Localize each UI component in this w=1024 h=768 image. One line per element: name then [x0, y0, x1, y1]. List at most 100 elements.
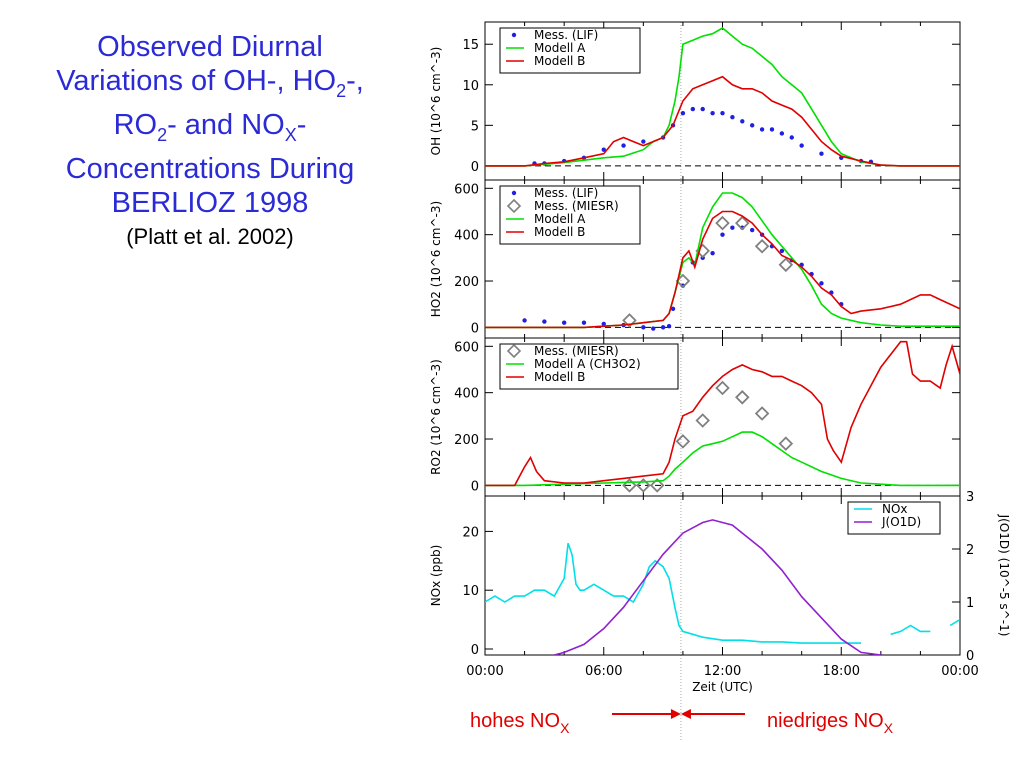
legend-box: [499, 27, 641, 74]
series-line: [485, 75, 960, 167]
legend-label: Mess. (LIF): [534, 186, 598, 200]
y-tick-label: 10: [462, 584, 479, 599]
data-point: [601, 321, 606, 327]
y-axis-label: OH (10^6 cm^-3): [429, 47, 443, 156]
legend-label: Modell B: [534, 54, 585, 68]
data-point: [581, 320, 587, 325]
title-line-2: Variations of OH-, HO2-,: [10, 64, 410, 108]
data-point: [710, 110, 715, 116]
data-point: [641, 139, 646, 144]
x-tick-label: 12:00: [704, 664, 741, 679]
annotation-right: niedriges NOX: [767, 710, 894, 736]
y-tick-label: 600: [454, 182, 479, 197]
data-point-diamond: [715, 380, 730, 396]
title-line-2-b: -,: [346, 65, 364, 97]
title-line-1: Observed Diurnal: [97, 31, 323, 63]
series-group: [485, 27, 960, 167]
data-point: [759, 127, 765, 132]
legend-label: Modell A: [534, 41, 586, 55]
x-axis-label: Zeit (UTC): [692, 680, 753, 694]
data-point: [789, 135, 794, 140]
data-point: [670, 306, 676, 312]
series-line: [485, 340, 960, 487]
data-point: [561, 320, 567, 325]
title-block: Observed Diurnal Variations of OH-, HO2-…: [10, 30, 410, 252]
y2-tick-label: 1: [966, 596, 974, 611]
legend-label: NOx: [882, 502, 908, 516]
y-tick-label: 20: [462, 525, 479, 540]
legend-label: Mess. (MIESR): [534, 344, 619, 358]
data-point-diamond: [622, 313, 637, 328]
data-point-diamond: [622, 478, 637, 493]
x-tick-label: 00:00: [466, 664, 503, 679]
data-point: [720, 110, 725, 116]
y-tick-label: 600: [454, 340, 479, 355]
y2-tick-label: 2: [966, 543, 974, 558]
y-axis-label: HO2 (10^6 cm^-3): [429, 201, 443, 317]
data-point: [740, 119, 745, 124]
series-line: [485, 27, 960, 167]
title-line-3-a: RO: [113, 108, 158, 141]
data-point-diamond: [675, 434, 691, 449]
series-line: [485, 431, 960, 487]
data-point: [730, 225, 735, 230]
legend-swatch: [506, 343, 522, 359]
data-point-diamond: [754, 238, 770, 254]
data-point: [710, 251, 715, 256]
data-point: [641, 325, 646, 330]
title-line-2-a: Variations of OH-, HO: [56, 65, 337, 97]
y-tick-label: 200: [454, 275, 479, 290]
data-point-diamond: [649, 478, 665, 493]
annotation-group: hohes NOX niedriges NOX: [470, 709, 894, 736]
data-point: [651, 326, 656, 331]
title-line-3-sub2: X: [284, 124, 297, 145]
data-point: [799, 143, 804, 148]
legend-label: Mess. (LIF): [534, 28, 598, 42]
data-point: [720, 232, 725, 237]
data-point: [666, 324, 672, 329]
data-point-diamond: [715, 215, 730, 231]
slide-title: Observed Diurnal Variations of OH-, HO2-…: [10, 30, 410, 220]
data-point: [660, 325, 666, 330]
panel-ho2: 0 200 400 600 HO2 (10^6 cm^-3) Mess. (LIF)Mes…: [429, 179, 961, 339]
x-tick-label: 00:00: [941, 664, 978, 679]
y-axis-label: NOx (ppb): [429, 545, 443, 607]
x-tick-label: 18:00: [823, 664, 860, 679]
y-tick-label: 400: [454, 229, 479, 244]
title-line-3-b: - and NO: [167, 108, 285, 141]
citation: (Platt et al. 2002): [126, 223, 294, 249]
legend-label: Modell A: [534, 212, 586, 226]
data-point: [819, 281, 824, 286]
panel-oh: 0 5 10 15 OH (10^6 cm^-3) Mess. (LIF)Modell A…: [429, 21, 961, 181]
y-tick-label: 200: [454, 433, 479, 448]
data-point-diamond: [735, 390, 750, 405]
series-line: [554, 519, 881, 655]
legend-label: Modell A (CH3O2): [534, 357, 641, 371]
data-point-diamond: [735, 215, 750, 231]
y-tick-label: 0: [471, 479, 479, 494]
series-line: [485, 210, 960, 329]
legend-box: [847, 501, 941, 535]
legend-swatch: [511, 190, 517, 196]
data-point: [779, 131, 785, 136]
data-point: [700, 106, 705, 112]
arrow-right-head: [680, 709, 691, 719]
legend-swatch: [506, 198, 522, 214]
series-group: [485, 519, 960, 655]
data-point: [542, 319, 547, 324]
data-point: [769, 127, 775, 132]
y-tick-label: 0: [471, 643, 479, 658]
title-line-3: RO2- and NOX-: [10, 108, 410, 152]
data-point: [749, 227, 755, 233]
data-point-diamond: [754, 406, 770, 421]
data-point-diamond: [636, 478, 651, 493]
data-point: [749, 123, 755, 128]
annotation-left: hohes NOX: [470, 710, 570, 736]
data-point-diamond: [778, 257, 794, 273]
title-line-4: Concentrations During: [65, 152, 355, 185]
data-point: [819, 151, 824, 156]
